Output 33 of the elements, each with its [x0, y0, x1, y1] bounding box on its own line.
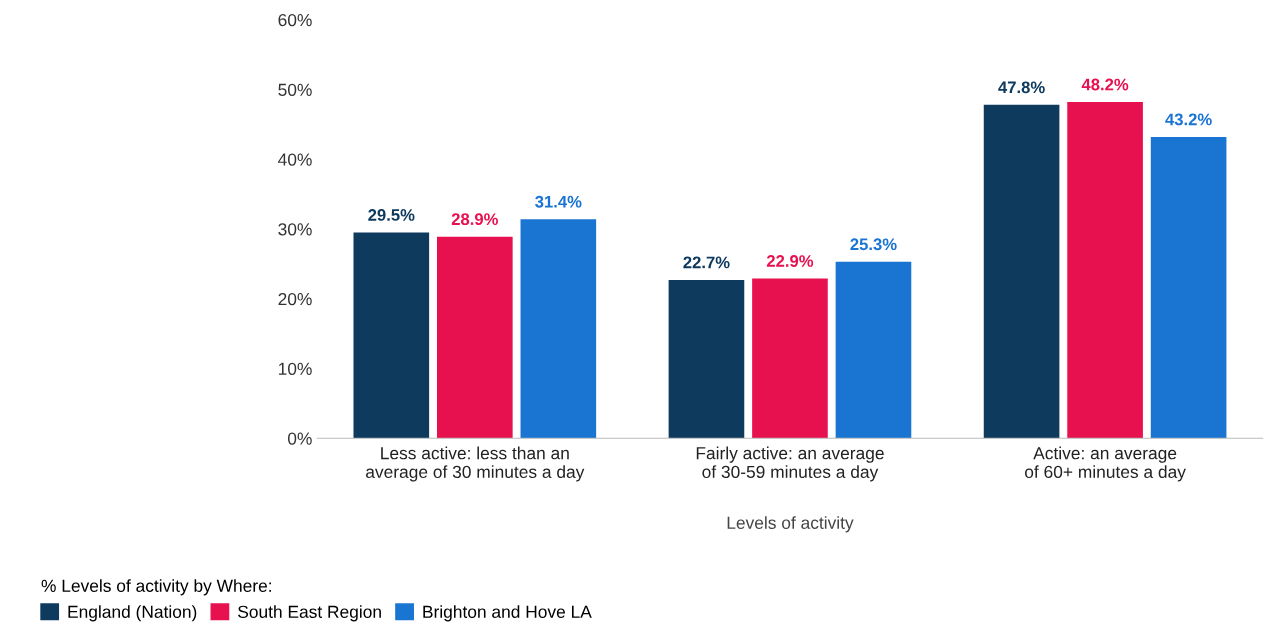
y-tick-label: 30% — [278, 223, 312, 236]
data-label: 22.9% — [766, 255, 814, 267]
y-tick-label: 10% — [278, 362, 312, 375]
data-label: 47.8% — [998, 81, 1045, 94]
legend-label: South East Region — [238, 605, 381, 622]
x-axis-title: Levels of activity — [727, 516, 854, 533]
data-label: 25.3% — [850, 238, 897, 251]
bar — [1150, 136, 1227, 439]
bar — [520, 219, 597, 439]
x-tick-label: Less active: less than an average of 30 minutes a day — [366, 446, 585, 482]
y-tick-label: 40% — [278, 153, 312, 166]
y-tick-label: 60% — [278, 13, 312, 27]
bar — [668, 279, 745, 439]
bar — [835, 261, 912, 439]
data-label: 31.4% — [535, 195, 582, 208]
data-label: 48.2% — [1081, 78, 1129, 91]
data-label: 22.7% — [683, 256, 730, 269]
bar — [983, 104, 1060, 439]
y-tick-label: 20% — [278, 292, 312, 306]
data-label: 43.2% — [1165, 113, 1212, 126]
y-tick-label: 0% — [287, 432, 312, 445]
x-tick-label: Active: an average of 60+ minutes a day — [1024, 446, 1186, 482]
bar — [1067, 102, 1143, 439]
y-tick-label: 50% — [278, 83, 312, 96]
legend-label: England (Nation) — [68, 605, 197, 622]
legend-label: Brighton and Hove LA — [423, 605, 592, 622]
bar — [752, 278, 828, 439]
bar — [437, 236, 513, 439]
legend-title: % Levels of activity by Where: — [41, 579, 271, 596]
bar — [353, 232, 430, 439]
data-label: 28.9% — [451, 213, 499, 226]
data-label: 29.5% — [368, 209, 415, 221]
x-tick-label: Fairly active: an average of 30-59 minutes a day — [696, 446, 884, 482]
